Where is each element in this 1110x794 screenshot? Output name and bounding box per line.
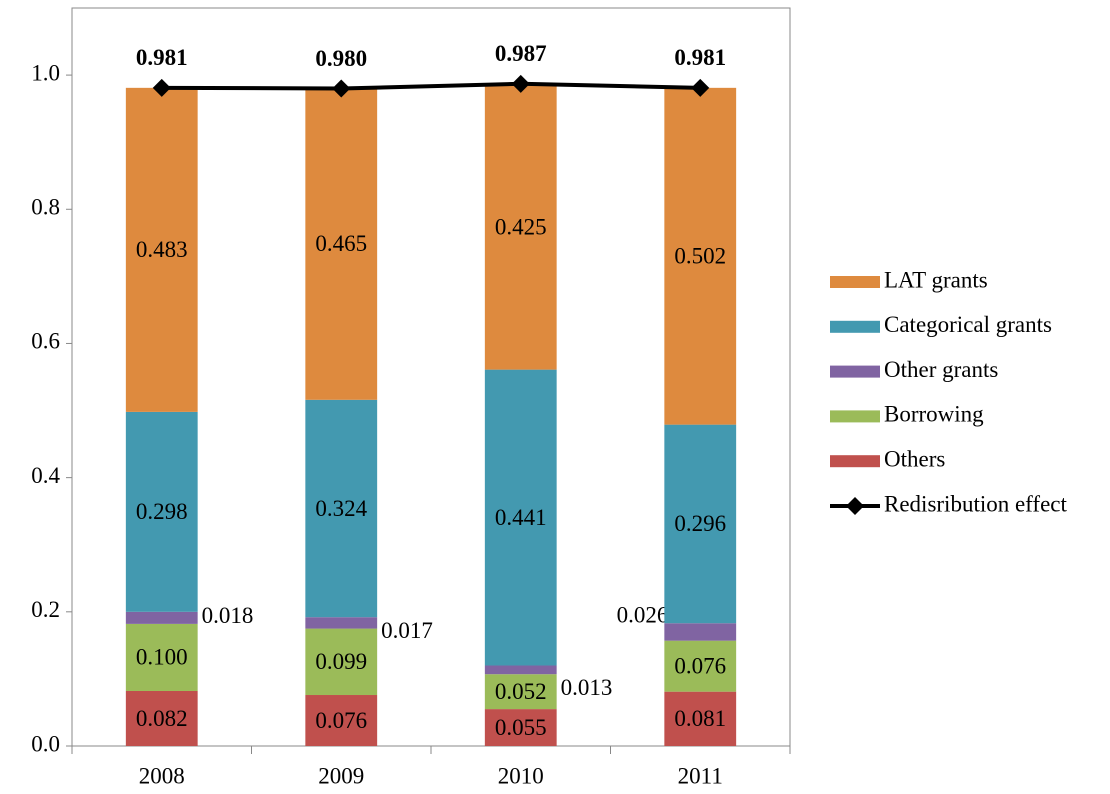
data-label: 0.076	[674, 653, 726, 678]
bar-segment	[664, 424, 737, 624]
data-label: 0.055	[495, 715, 547, 740]
data-label: 0.981	[674, 45, 726, 70]
data-label: 0.081	[674, 706, 726, 731]
legend-swatch	[830, 410, 880, 423]
legend-label: Others	[884, 446, 945, 471]
data-label: 0.441	[495, 505, 547, 530]
legend-label: Categorical grants	[884, 312, 1052, 337]
legend-marker	[846, 497, 864, 515]
y-tick-label: 0.8	[31, 195, 60, 220]
data-label: 0.425	[495, 214, 547, 239]
y-tick-label: 0.6	[31, 329, 60, 354]
data-label: 0.324	[315, 496, 367, 521]
bar-segment	[484, 674, 557, 710]
data-label: 0.026	[617, 603, 669, 628]
bar-segment	[305, 617, 378, 629]
data-label: 0.100	[136, 645, 188, 670]
x-tick-label: 2011	[678, 763, 723, 788]
bar-segment	[305, 695, 378, 746]
legend-swatch	[830, 276, 880, 288]
bar-segment	[484, 709, 557, 746]
data-label: 0.502	[674, 244, 726, 269]
bar-segment	[125, 623, 198, 691]
bar-segment	[125, 611, 198, 624]
legend-label: Other grants	[884, 357, 998, 382]
legend-swatch	[830, 455, 880, 468]
x-tick-label: 2010	[498, 763, 544, 788]
data-label: 0.981	[136, 45, 188, 70]
line-marker	[691, 78, 710, 97]
legend-label: LAT grants	[884, 267, 988, 292]
bar-segment	[305, 399, 378, 618]
data-label: 0.013	[561, 675, 613, 700]
data-label: 0.298	[136, 499, 188, 524]
bar-segment	[484, 665, 557, 675]
bar-segment	[664, 691, 737, 746]
data-label: 0.018	[202, 603, 254, 628]
bar-segment	[664, 623, 737, 641]
bar-segment	[125, 411, 198, 612]
bar-segment	[484, 369, 557, 666]
data-label: 0.082	[136, 706, 188, 731]
y-tick-label: 0.4	[31, 463, 60, 488]
bar-segment	[305, 628, 378, 696]
data-label: 0.483	[136, 237, 188, 262]
bar-segment	[484, 84, 557, 370]
y-tick-label: 0.2	[31, 597, 60, 622]
bar-segment	[664, 87, 737, 425]
legend-swatch	[830, 365, 880, 378]
legend-label: Borrowing	[884, 402, 984, 427]
data-label: 0.076	[315, 708, 367, 733]
data-label: 0.052	[495, 679, 547, 704]
data-label: 0.465	[315, 231, 367, 256]
y-tick-label: 0.0	[31, 731, 60, 756]
bar-segment	[664, 640, 737, 692]
data-label: 0.987	[495, 41, 547, 66]
line	[161, 81, 701, 91]
data-label: 0.980	[315, 46, 367, 71]
bar-segment	[125, 690, 198, 746]
y-tick-label: 1.0	[31, 60, 60, 85]
data-label: 0.017	[381, 618, 433, 643]
data-label: 0.296	[674, 511, 726, 536]
x-tick-label: 2008	[139, 763, 185, 788]
legend-swatch	[830, 320, 880, 333]
x-tick-label: 2009	[318, 763, 364, 788]
legend-label: Redisribution effect	[884, 491, 1067, 516]
data-label: 0.099	[315, 649, 367, 674]
line-marker	[152, 78, 171, 97]
line-marker	[332, 79, 351, 98]
line-marker	[511, 74, 530, 93]
bar-segment	[305, 87, 378, 400]
bar-segment	[125, 87, 198, 412]
